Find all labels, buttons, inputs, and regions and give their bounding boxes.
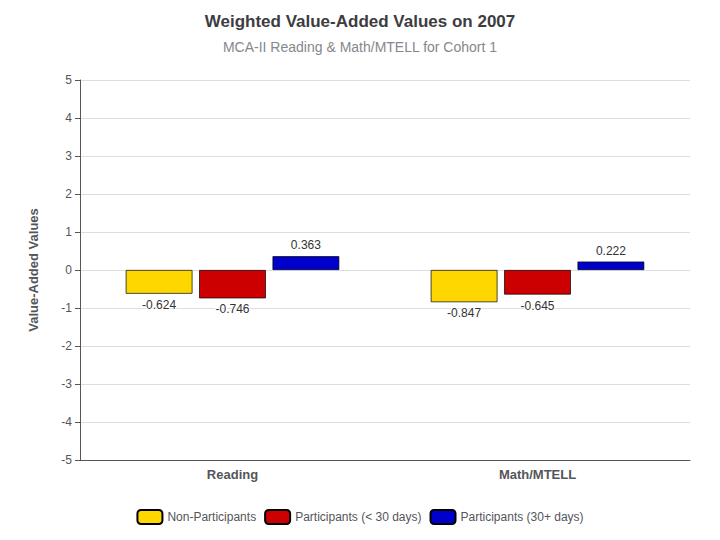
- svg-text:-0.645: -0.645: [520, 299, 554, 313]
- svg-text:Participants (30+ days): Participants (30+ days): [461, 510, 584, 524]
- svg-text:Weighted Value-Added Values on: Weighted Value-Added Values on 2007: [205, 12, 516, 31]
- svg-text:-5: -5: [61, 453, 72, 467]
- svg-text:-4: -4: [61, 415, 72, 429]
- svg-text:5: 5: [65, 73, 72, 87]
- svg-text:0.363: 0.363: [291, 238, 321, 252]
- svg-text:-1: -1: [61, 301, 72, 315]
- svg-text:Value-Added Values: Value-Added Values: [26, 208, 41, 332]
- svg-text:Non-Participants: Non-Participants: [167, 510, 256, 524]
- svg-text:2: 2: [65, 187, 72, 201]
- svg-text:3: 3: [65, 149, 72, 163]
- svg-text:Reading: Reading: [207, 467, 258, 482]
- svg-text:-3: -3: [61, 377, 72, 391]
- svg-text:Math/MTELL: Math/MTELL: [499, 467, 576, 482]
- svg-text:-2: -2: [61, 339, 72, 353]
- svg-text:1: 1: [65, 225, 72, 239]
- svg-text:4: 4: [65, 111, 72, 125]
- svg-text:Participants (< 30 days): Participants (< 30 days): [295, 510, 421, 524]
- svg-text:MCA-II Reading & Math/MTELL fo: MCA-II Reading & Math/MTELL for Cohort 1: [223, 39, 497, 55]
- svg-text:0.222: 0.222: [596, 244, 626, 258]
- svg-text:0: 0: [65, 263, 72, 277]
- svg-text:-0.746: -0.746: [215, 302, 249, 316]
- svg-text:-0.624: -0.624: [142, 298, 176, 312]
- svg-text:-0.847: -0.847: [447, 306, 481, 320]
